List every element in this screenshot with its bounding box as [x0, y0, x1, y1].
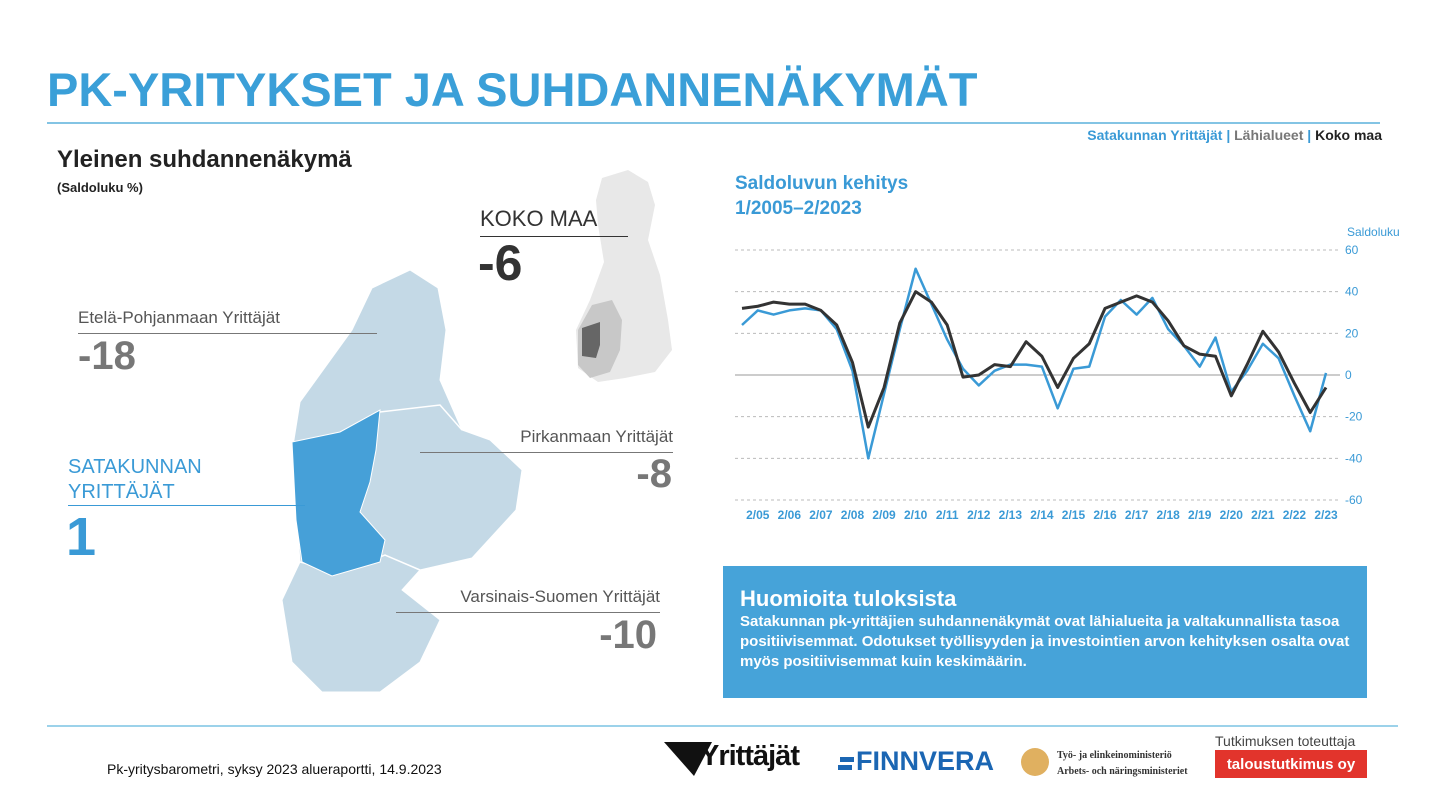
- region-value: -8: [636, 452, 672, 496]
- satakunta-map: [291, 409, 386, 577]
- logo-finnvera: FINNVERA: [856, 746, 995, 776]
- x-tick-label: 2/18: [1156, 508, 1180, 522]
- region-value: -10: [599, 613, 657, 657]
- line-series: [741, 267, 1328, 460]
- region-rule: [68, 505, 305, 506]
- taloustutkimus-logo: [1215, 750, 1367, 778]
- region-name: KOKO MAA: [480, 206, 628, 237]
- x-tick-label: 2/15: [1062, 508, 1086, 522]
- region-name: Etelä-Pohjanmaan Yrittäjät: [78, 308, 377, 334]
- region-name: SATAKUNNAN YRITTÄJÄT: [68, 456, 202, 503]
- map-title: Yleinen suhdannenäkymä: [57, 146, 352, 173]
- notes-box: [723, 566, 1367, 698]
- x-tick-label: 2/21: [1251, 508, 1275, 522]
- region-value: -6: [478, 235, 523, 291]
- research-company: taloustutkimus oy: [1226, 756, 1356, 773]
- region-name: Pirkanmaan Yrittäjät: [420, 427, 673, 453]
- finnvera-logo-mark: [840, 757, 854, 762]
- y-tick-label: -60: [1345, 493, 1363, 507]
- legend-item: Satakunnan Yrittäjät: [1087, 127, 1223, 143]
- y-tick-label: 20: [1345, 326, 1359, 340]
- research-label: Tutkimuksen toteuttaja: [1215, 733, 1356, 749]
- page-title: PK-YRITYKSET JA SUHDANNENÄKYMÄT: [47, 63, 978, 116]
- line-series: [741, 290, 1328, 429]
- chart-title: Saldoluvun kehitys: [735, 173, 909, 194]
- x-tick-label: 2/05: [746, 508, 770, 522]
- x-tick-label: 2/07: [809, 508, 833, 522]
- logo-tem-fi: Työ- ja elinkeinoministeriö: [1057, 750, 1172, 761]
- region-value: 1: [66, 507, 97, 567]
- chart-subtitle: 1/2005–2/2023: [735, 198, 862, 219]
- notes-text: Satakunnan pk-yrittäjien suhdannenäkymät…: [740, 613, 1350, 670]
- x-tick-label: 2/16: [1093, 508, 1117, 522]
- region-value: -18: [78, 334, 136, 378]
- legend-separator: |: [1226, 127, 1231, 143]
- map-subtitle: (Saldoluku %): [57, 180, 143, 195]
- y-tick-label: 0: [1345, 368, 1352, 382]
- region-name: Varsinais-Suomen Yrittäjät: [396, 587, 660, 613]
- x-tick-label: 2/06: [778, 508, 802, 522]
- x-tick-label: 2/19: [1188, 508, 1212, 522]
- y-tick-label: -40: [1345, 451, 1363, 465]
- y-tick-label: -20: [1345, 410, 1363, 424]
- logo-tem-sv: Arbets- och näringsministeriet: [1057, 766, 1188, 777]
- y-tick-label: 60: [1345, 243, 1359, 257]
- x-tick-label: 2/17: [1125, 508, 1149, 522]
- yrittajat-logo-mark: [664, 742, 712, 776]
- x-tick-label: 2/14: [1030, 508, 1054, 522]
- x-tick-label: 2/22: [1283, 508, 1307, 522]
- y-tick-label: 40: [1345, 285, 1359, 299]
- footer-source: Pk-yritysbarometri, syksy 2023 aluerapor…: [107, 761, 442, 777]
- finnvera-logo-mark: [838, 765, 852, 770]
- y-axis-label: Saldoluku: [1347, 225, 1400, 239]
- x-tick-label: 2/09: [872, 508, 896, 522]
- x-tick-label: 2/10: [904, 508, 928, 522]
- legend-header: Satakunnan Yrittäjät | Lähialueet | Koko…: [1087, 127, 1382, 143]
- x-tick-label: 2/13: [999, 508, 1023, 522]
- logo-yrittajat: Yrittäjät: [700, 740, 800, 772]
- satakunta-highlight: [582, 322, 600, 358]
- notes-title: Huomioita tuloksista: [740, 586, 957, 611]
- x-tick-label: 2/11: [936, 508, 959, 522]
- x-tick-label: 2/20: [1220, 508, 1244, 522]
- x-tick-label: 2/12: [967, 508, 991, 522]
- legend-item: Lähialueet: [1234, 127, 1304, 143]
- legend-item: Koko maa: [1315, 127, 1382, 143]
- legend-separator: |: [1307, 127, 1312, 143]
- x-tick-label: 2/08: [841, 508, 865, 522]
- tem-logo-mark: [1021, 748, 1049, 776]
- x-tick-label: 2/23: [1314, 508, 1338, 522]
